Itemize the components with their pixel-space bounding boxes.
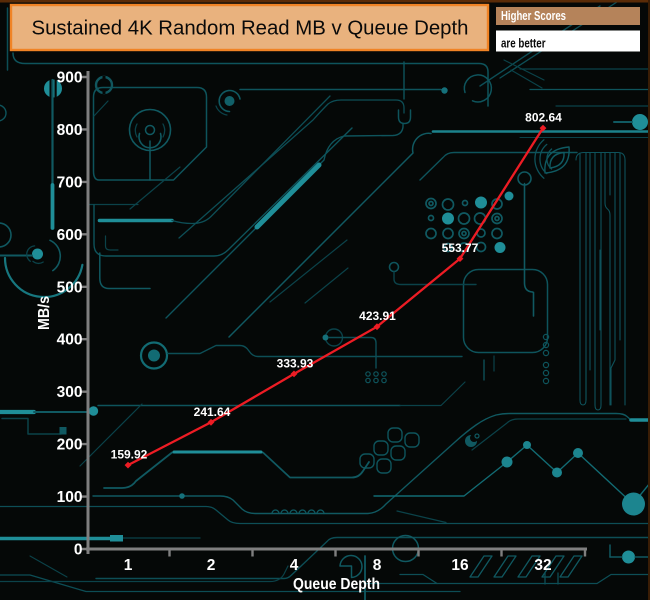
- svg-text:200: 200: [57, 437, 83, 454]
- svg-text:900: 900: [57, 70, 83, 87]
- svg-text:Queue Depth: Queue Depth: [293, 576, 380, 593]
- svg-text:Higher Scores: Higher Scores: [501, 8, 566, 23]
- svg-text:MB/s: MB/s: [36, 296, 53, 330]
- svg-text:16: 16: [451, 557, 469, 574]
- svg-text:are better: are better: [501, 35, 546, 50]
- svg-text:Sustained 4K Random Read MB v: Sustained 4K Random Read MB v Queue Dept…: [32, 17, 469, 40]
- svg-text:423.91: 423.91: [359, 309, 396, 323]
- svg-text:2: 2: [207, 557, 216, 574]
- svg-text:32: 32: [534, 557, 551, 574]
- svg-text:600: 600: [57, 227, 83, 244]
- svg-text:333.93: 333.93: [277, 356, 314, 370]
- svg-text:1: 1: [124, 557, 133, 574]
- svg-text:100: 100: [57, 489, 83, 506]
- svg-text:241.64: 241.64: [194, 405, 231, 419]
- svg-text:300: 300: [57, 384, 83, 401]
- svg-text:0: 0: [74, 542, 83, 559]
- svg-text:800: 800: [57, 122, 83, 139]
- svg-text:159.92: 159.92: [111, 448, 148, 462]
- svg-text:400: 400: [57, 332, 83, 349]
- svg-text:8: 8: [373, 557, 382, 574]
- svg-text:500: 500: [57, 279, 83, 296]
- svg-text:553.77: 553.77: [442, 241, 479, 255]
- svg-text:802.64: 802.64: [525, 111, 562, 125]
- svg-text:4: 4: [290, 557, 299, 574]
- svg-text:700: 700: [57, 174, 83, 191]
